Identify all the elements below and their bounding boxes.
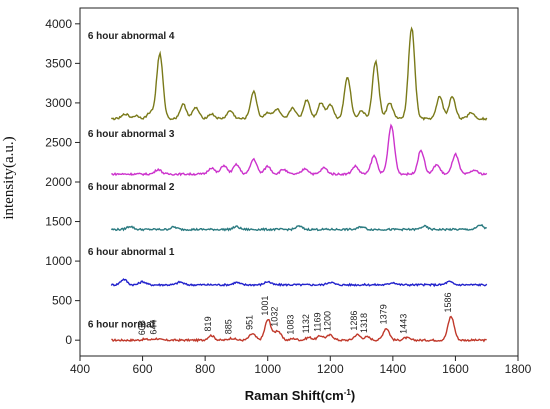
peak-label: 819: [203, 316, 213, 331]
peak-label: 1001: [260, 296, 270, 316]
series-line-3: [111, 123, 488, 177]
y-tick-label: 0: [65, 333, 72, 347]
x-tick-label: 800: [195, 362, 215, 376]
series-line-2: [110, 223, 487, 232]
peak-label: 1286: [349, 311, 359, 331]
axes: 400 600 800 1000 1200 1400 1600 1800 0 500 1000 150…: [45, 7, 532, 376]
x-axis-label: Raman Shift(cm-1): [245, 388, 355, 403]
series-line-1: [110, 278, 488, 288]
series-lines: [110, 26, 488, 343]
y-tick-label: 2000: [45, 175, 72, 189]
y-tick-label: 1500: [45, 215, 72, 229]
x-tick-label: 1600: [442, 362, 469, 376]
peak-label: 1132: [301, 314, 311, 333]
peak-label: 644: [148, 320, 158, 335]
x-tick-label: 1200: [317, 362, 344, 376]
series-line-0: [111, 315, 487, 343]
peak-label: 1318: [359, 313, 369, 333]
x-tick-label: 1400: [380, 362, 407, 376]
series-label-3: 6 hour abnormal 3: [88, 129, 175, 140]
peak-label: 1200: [322, 311, 332, 331]
y-tick-label: 3500: [45, 56, 72, 70]
peak-label: 885: [224, 319, 234, 334]
peak-label: 1083: [286, 315, 296, 335]
x-tick-label: 600: [133, 362, 153, 376]
series-line-4: [110, 26, 488, 121]
peak-label: 951: [244, 315, 254, 330]
peak-label: 608: [137, 320, 147, 335]
y-tick-label: 3000: [45, 96, 72, 110]
y-tick-label: 4000: [45, 17, 72, 31]
peak-label: 1379: [378, 304, 388, 324]
series-label-1: 6 hour abnormal 1: [88, 247, 175, 258]
x-tick-label: 400: [70, 362, 90, 376]
series-label-0: 6 hour normal: [88, 320, 155, 331]
peak-label: 1443: [398, 314, 408, 334]
peak-label: 1586: [443, 292, 453, 312]
y-tick-label: 2500: [45, 135, 72, 149]
x-tick-label: 1800: [505, 362, 532, 376]
y-tick-label: 1000: [45, 254, 72, 268]
y-axis-label: intensity(a.u.): [1, 136, 17, 219]
series-label-4: 6 hour abnormal 4: [88, 31, 175, 42]
x-tick-label: 1000: [254, 362, 281, 376]
series-label-2: 6 hour abnormal 2: [88, 182, 175, 193]
peak-label: 1032: [270, 307, 280, 327]
peak-label: 1169: [313, 312, 323, 331]
y-tick-label: 500: [52, 294, 72, 308]
